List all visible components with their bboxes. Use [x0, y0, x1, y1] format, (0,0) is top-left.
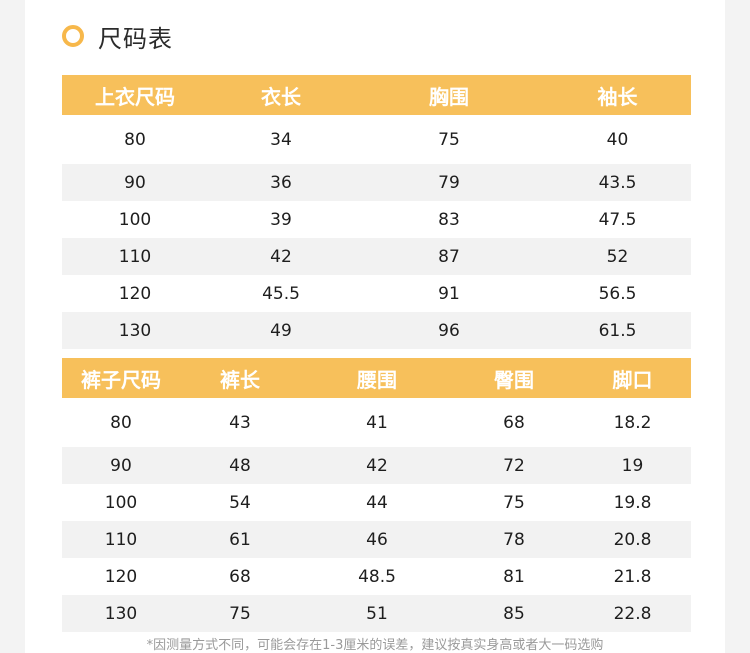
table-cell: 56.5: [544, 275, 691, 312]
column-header: 上衣尺码: [62, 75, 208, 115]
ring-icon: [62, 25, 84, 47]
table-row: 90 36 79 43.5: [62, 164, 691, 201]
table-row: 90 48 42 72 19: [62, 447, 691, 484]
table-cell: 130: [62, 595, 180, 632]
table-cell: 44: [300, 484, 454, 521]
table-row: 130 75 51 85 22.8: [62, 595, 691, 632]
table-cell: 39: [208, 201, 354, 238]
table-cell: 79: [354, 164, 544, 201]
table-cell: 19.8: [574, 484, 691, 521]
table-row: 120 68 48.5 81 21.8: [62, 558, 691, 595]
table-cell: 72: [454, 447, 574, 484]
table-cell: 80: [62, 398, 180, 447]
table-cell: 52: [544, 238, 691, 275]
table-row: 80 43 41 68 18.2: [62, 398, 691, 447]
table-cell: 19: [574, 447, 691, 484]
column-header: 裤长: [180, 358, 300, 398]
table-row: 100 39 83 47.5: [62, 201, 691, 238]
table-cell: 110: [62, 238, 208, 275]
table-cell: 42: [208, 238, 354, 275]
table-row: 110 61 46 78 20.8: [62, 521, 691, 558]
table-cell: 36: [208, 164, 354, 201]
table-cell: 43.5: [544, 164, 691, 201]
table-cell: 34: [208, 115, 354, 164]
table-cell: 100: [62, 484, 180, 521]
column-header: 胸围: [354, 75, 544, 115]
table-cell: 130: [62, 312, 208, 349]
table-cell: 68: [180, 558, 300, 595]
table-cell: 18.2: [574, 398, 691, 447]
table-cell: 75: [354, 115, 544, 164]
table-cell: 85: [454, 595, 574, 632]
table-cell: 54: [180, 484, 300, 521]
column-header: 腰围: [300, 358, 454, 398]
bottom-size-table: 裤子尺码 裤长 腰围 臀围 脚口 80 43 41 68 18.2 90 48 42 72 19 100 54…: [62, 358, 691, 632]
table-cell: 21.8: [574, 558, 691, 595]
table-cell: 20.8: [574, 521, 691, 558]
table-row: 110 42 87 52: [62, 238, 691, 275]
table-header-row: 上衣尺码 衣长 胸围 袖长: [62, 75, 691, 115]
table-cell: 100: [62, 201, 208, 238]
table-cell: 75: [454, 484, 574, 521]
table-cell: 47.5: [544, 201, 691, 238]
table-cell: 49: [208, 312, 354, 349]
table-cell: 41: [300, 398, 454, 447]
table-row: 100 54 44 75 19.8: [62, 484, 691, 521]
table-cell: 61: [180, 521, 300, 558]
table-cell: 48: [180, 447, 300, 484]
measurement-note: *因测量方式不同，可能会存在1-3厘米的误差，建议按真实身高或者大一码选购: [146, 638, 604, 653]
table-cell: 80: [62, 115, 208, 164]
table-row: 120 45.5 91 56.5: [62, 275, 691, 312]
column-header: 脚口: [574, 358, 691, 398]
table-cell: 51: [300, 595, 454, 632]
table-cell: 75: [180, 595, 300, 632]
table-cell: 120: [62, 558, 180, 595]
section-heading: 尺码表: [62, 18, 173, 54]
table-cell: 87: [354, 238, 544, 275]
column-header: 衣长: [208, 75, 354, 115]
column-header: 臀围: [454, 358, 574, 398]
table-cell: 45.5: [208, 275, 354, 312]
table-cell: 43: [180, 398, 300, 447]
table-cell: 48.5: [300, 558, 454, 595]
table-cell: 83: [354, 201, 544, 238]
column-header: 裤子尺码: [62, 358, 180, 398]
table-cell: 42: [300, 447, 454, 484]
table-cell: 22.8: [574, 595, 691, 632]
table-cell: 91: [354, 275, 544, 312]
table-header-row: 裤子尺码 裤长 腰围 臀围 脚口: [62, 358, 691, 398]
page-title: 尺码表: [98, 24, 173, 53]
table-cell: 110: [62, 521, 180, 558]
table-cell: 68: [454, 398, 574, 447]
column-header: 袖长: [544, 75, 691, 115]
table-cell: 40: [544, 115, 691, 164]
top-size-table: 上衣尺码 衣长 胸围 袖长 80 34 75 40 90 36 79 43.5 100 39 83 47.5…: [62, 75, 691, 349]
table-cell: 96: [354, 312, 544, 349]
table-cell: 90: [62, 164, 208, 201]
table-cell: 61.5: [544, 312, 691, 349]
size-chart-card: 尺码表 上衣尺码 衣长 胸围 袖长 80 34 75 40 90 36 79 43.5 100 39 83…: [25, 0, 725, 653]
table-cell: 81: [454, 558, 574, 595]
table-cell: 90: [62, 447, 180, 484]
table-cell: 120: [62, 275, 208, 312]
table-row: 130 49 96 61.5: [62, 312, 691, 349]
table-cell: 78: [454, 521, 574, 558]
table-row: 80 34 75 40: [62, 115, 691, 164]
table-cell: 46: [300, 521, 454, 558]
